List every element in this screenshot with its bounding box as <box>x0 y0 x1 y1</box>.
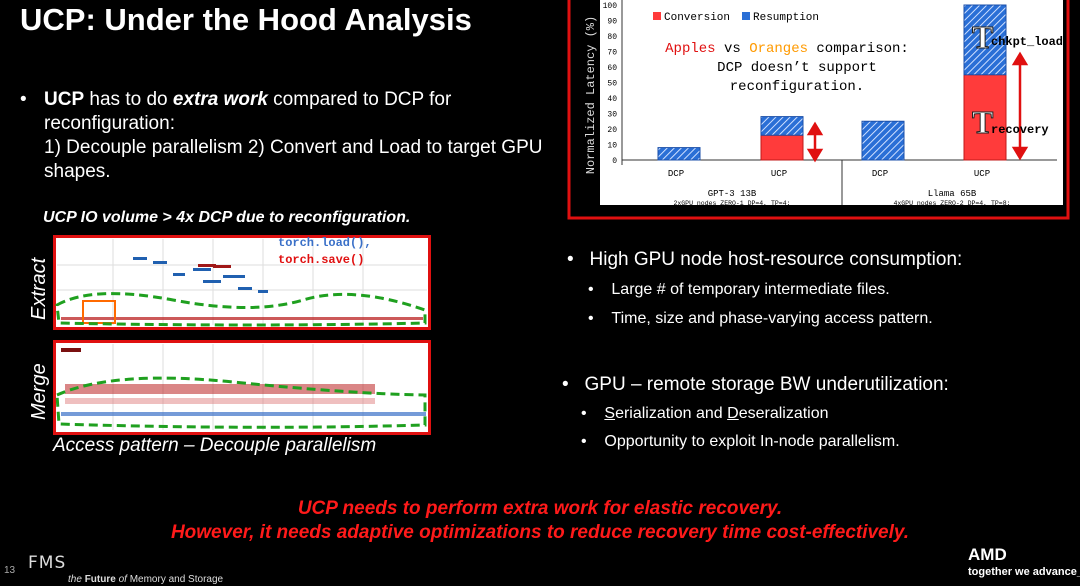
group-label-gpt3: GPT-3 13B <box>708 189 757 199</box>
extract-red-marks <box>198 264 231 268</box>
merge-panel <box>53 340 431 435</box>
bullet-text-1: has to do <box>84 89 173 110</box>
merge-label: Merge <box>28 363 50 420</box>
access-pattern-caption: Access pattern – Decouple parallelism <box>53 435 377 456</box>
right-bullet-2: • GPU – remote storage BW underutilizati… <box>562 374 949 395</box>
right-bullet-1: • High GPU node host-resource consumptio… <box>567 249 963 270</box>
y-tick-label: 70 <box>607 49 617 58</box>
y-tick-label: 50 <box>607 80 617 89</box>
t-recovery-label: recovery <box>991 123 1049 137</box>
extract-panel-frame <box>53 235 431 330</box>
merge-blue-trace <box>61 412 426 416</box>
y-tick-label: 90 <box>607 18 617 27</box>
t-ckpt-load-icon: T <box>972 19 993 55</box>
chart-ylabel: Normalized Latency (%) <box>584 16 598 174</box>
y-tick-label: 20 <box>607 126 617 135</box>
bullet-line-2: 1) Decouple parallelism 2) Convert and L… <box>44 137 543 182</box>
conclusion-line-2: However, it needs adaptive optimizations… <box>170 522 910 543</box>
right-sub-bullet-2: • Time, size and phase-varying access pa… <box>588 310 933 327</box>
extract-dense-trace <box>61 317 423 320</box>
annotation-line-3: reconfiguration. <box>730 79 864 95</box>
legend-resumption-label: Resumption <box>753 12 819 24</box>
amd-logo: AMD <box>968 545 1007 564</box>
bullet-dot: • <box>20 89 27 110</box>
page-number: 13 <box>4 565 16 576</box>
y-tick-label: 30 <box>607 111 617 120</box>
group-label-llama: Llama 65B <box>928 189 977 199</box>
right-sub-bullet-1: • Large # of temporary intermediate file… <box>588 281 890 298</box>
extract-dashed-region <box>55 292 427 327</box>
legend-resumption-swatch <box>742 12 750 20</box>
merge-top-mark <box>61 348 81 352</box>
extract-label: Extract <box>28 257 50 320</box>
annotation-line-1: Apples vs Oranges comparison: <box>665 41 909 57</box>
y-tick-label: 0 <box>612 157 617 166</box>
bar-conversion-1 <box>760 134 804 161</box>
extract-highlight-box <box>82 300 116 324</box>
ucp-gap-arrow-gpt3 <box>806 121 824 163</box>
category-label: UCP <box>771 169 787 179</box>
t-recovery-icon: T <box>972 104 993 140</box>
y-tick-label: 10 <box>607 142 617 151</box>
y-tick-label: 100 <box>603 2 618 11</box>
extract-blue-marks <box>133 257 268 293</box>
io-volume-note: UCP IO volume > 4x DCP due to reconfigur… <box>43 209 411 226</box>
category-label: UCP <box>974 169 990 179</box>
left-bullet: • UCP has to do extra work compared to D… <box>20 88 550 184</box>
legend-conversion-swatch <box>653 12 661 20</box>
torch-save-label: torch.save() <box>278 253 365 267</box>
extra-work-em: extra work <box>172 89 268 110</box>
extract-panel <box>53 235 431 330</box>
page-title: UCP: Under the Hood Analysis <box>20 2 472 37</box>
fms-logo: FMS <box>28 553 67 573</box>
ucp-strong: UCP <box>44 89 85 110</box>
group-detail-llama: 4xGPU nodes ZERO-2 DP=4, TP=8; <box>893 200 1010 207</box>
group-detail-gpt3: 2xGPU nodes ZERO-1 DP=4, TP=4; <box>673 200 790 207</box>
bar-resumption-2 <box>861 120 905 161</box>
ucp-gap-arrow-llama <box>1011 51 1029 161</box>
t-ckpt-load-label: chkpt_load <box>991 35 1063 49</box>
latency-chart: 0 10 20 30 40 50 60 70 80 90 100 DCP UCP DCP UCP GPT-… <box>567 0 1070 220</box>
bar-conversion-3 <box>963 74 1007 161</box>
bar-resumption-1 <box>760 116 804 136</box>
bullet-text-2: compared to DCP for reconfiguration: <box>44 89 452 134</box>
y-tick-label: 60 <box>607 64 617 73</box>
y-tick-label: 40 <box>607 95 617 104</box>
merge-dense-band-red <box>65 384 375 394</box>
right-sub-bullet-4: • Opportunity to exploit In-node paralle… <box>581 433 900 450</box>
torch-load-label: torch.load(), <box>278 236 372 250</box>
category-label: DCP <box>872 169 888 179</box>
right-sub-bullet-3: • Serialization and Deseralization <box>581 405 829 422</box>
bar-resumption-3 <box>963 4 1007 76</box>
legend-conversion-label: Conversion <box>664 12 730 24</box>
fms-tagline: the Future of Memory and Storage <box>68 574 224 585</box>
merge-dense-band-pink <box>65 398 375 404</box>
bar-resumption-0 <box>657 147 701 161</box>
annotation-line-2: DCP doesn’t support <box>717 60 877 76</box>
y-tick-label: 80 <box>607 33 617 42</box>
category-label: DCP <box>668 169 684 179</box>
conclusion-line-1: UCP needs to perform extra work for elas… <box>297 498 783 519</box>
amd-tagline: together we advance_ <box>968 566 1080 578</box>
merge-dashed-region <box>55 376 427 429</box>
